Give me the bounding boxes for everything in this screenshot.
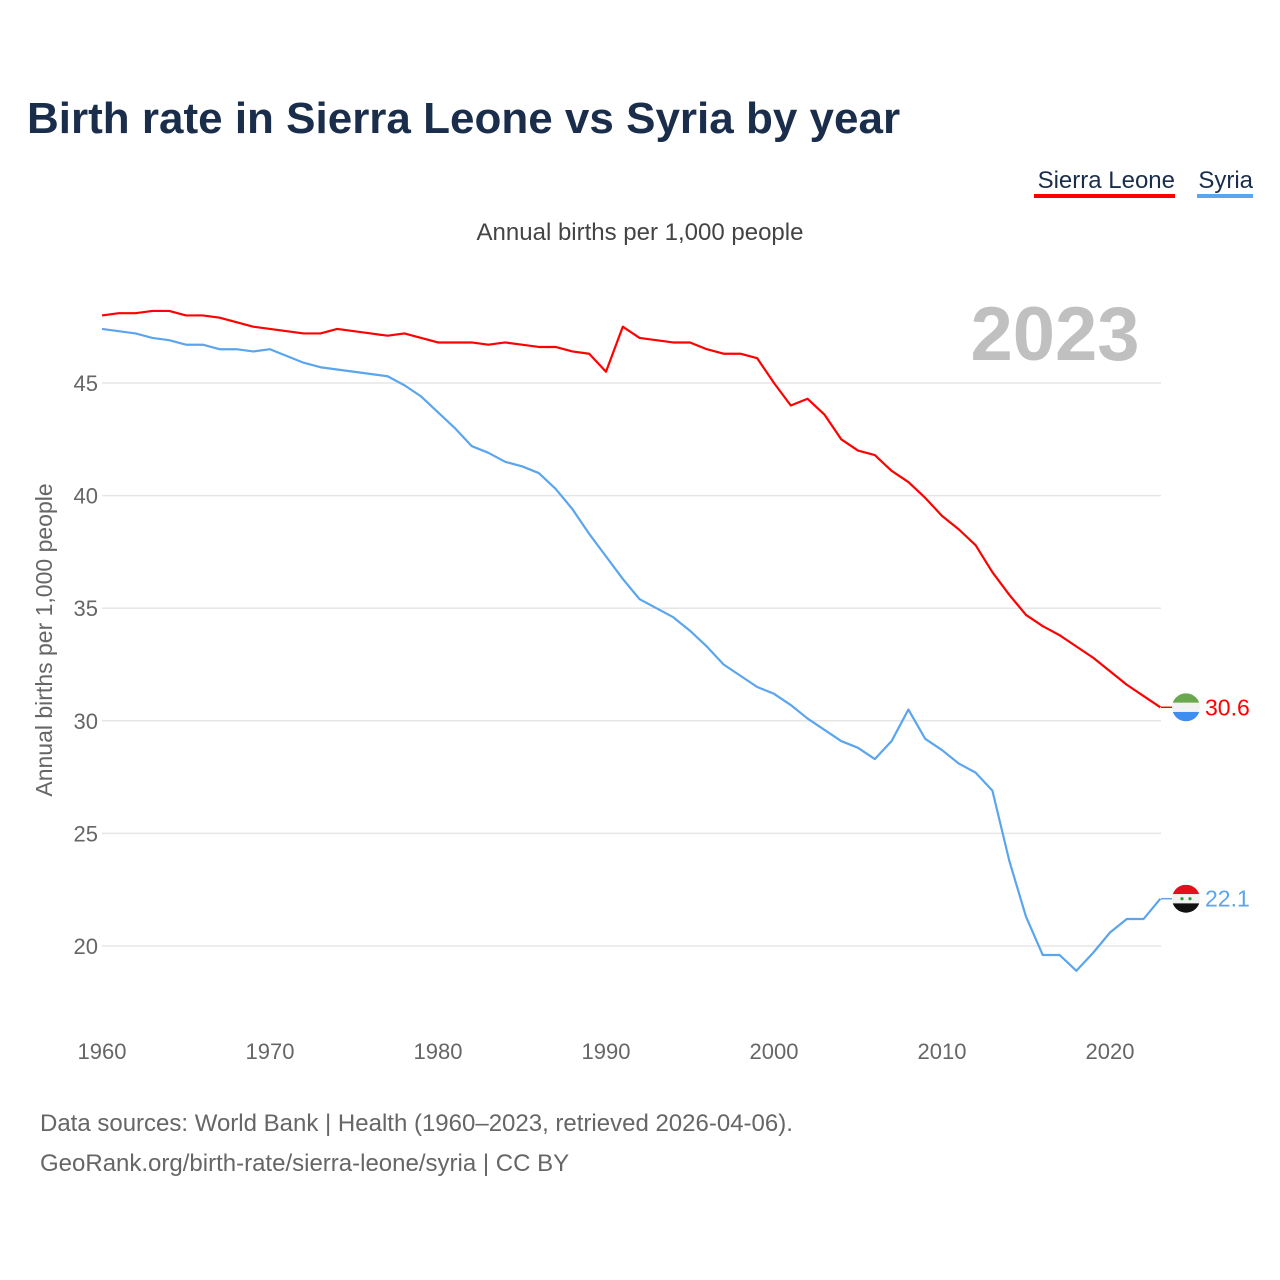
chart-subtitle: Annual births per 1,000 people <box>477 219 804 246</box>
gridlines <box>102 382 1161 947</box>
legend-sierra-leone-swatch <box>1034 194 1175 198</box>
legend: Sierra Leone Syria <box>1034 167 1254 198</box>
y-tick-label: 20 <box>74 934 98 959</box>
y-tick-label: 40 <box>74 484 98 509</box>
series-line-sierra-leone[interactable] <box>101 309 1162 709</box>
y-tick-label: 30 <box>74 709 98 734</box>
source-line-1: Data sources: World Bank | Health (1960–… <box>40 1110 793 1137</box>
series-line-syria[interactable] <box>101 327 1162 972</box>
legend-syria-swatch <box>1197 194 1253 198</box>
source-line-2[interactable]: GeoRank.org/birth-rate/sierra-leone/syri… <box>40 1150 569 1177</box>
x-tick-label: 1990 <box>582 1039 631 1064</box>
x-tick-label: 2000 <box>750 1039 799 1064</box>
x-tick-label: 2010 <box>918 1039 967 1064</box>
syria-flag-icon <box>1172 884 1200 913</box>
legend-syria[interactable]: Syria <box>1198 167 1253 194</box>
y-ticks: 20 25 30 35 40 45 <box>74 371 98 959</box>
y-tick-label: 25 <box>74 821 98 846</box>
y-tick-label: 35 <box>74 596 98 621</box>
y-axis-label: Annual births per 1,000 people <box>31 483 57 796</box>
x-tick-label: 1980 <box>414 1039 463 1064</box>
end-markers: 30.6 22.1 <box>1161 693 1250 913</box>
end-value-label: 30.6 <box>1205 694 1250 720</box>
legend-sierra-leone[interactable]: Sierra Leone <box>1038 167 1175 194</box>
x-tick-label: 2020 <box>1086 1039 1135 1064</box>
x-ticks: 1960 1970 1980 1990 2000 2010 2020 <box>78 1039 1135 1064</box>
chart-title: Birth rate in Sierra Leone vs Syria by y… <box>27 94 900 143</box>
sierra-leone-flag-icon <box>1172 693 1200 722</box>
y-tick-label: 45 <box>74 371 98 396</box>
series-lines <box>101 309 1162 972</box>
end-value-label: 22.1 <box>1205 886 1250 912</box>
x-tick-label: 1960 <box>78 1039 127 1064</box>
x-tick-label: 1970 <box>246 1039 295 1064</box>
year-watermark: 2023 <box>970 292 1139 377</box>
